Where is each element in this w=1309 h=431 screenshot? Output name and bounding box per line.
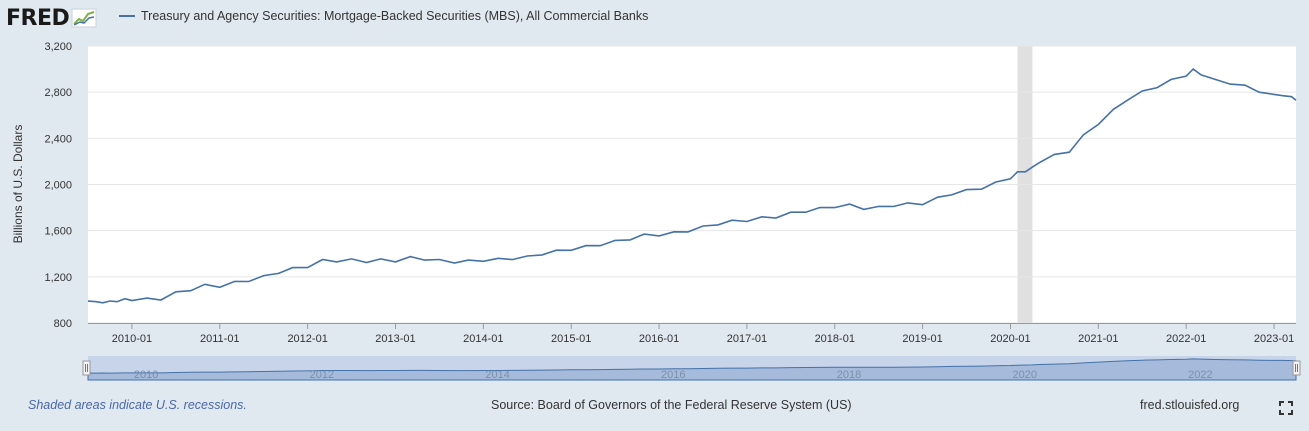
y-tick-label: 2,400	[44, 133, 72, 145]
site-link[interactable]: fred.stlouisfed.org	[1140, 398, 1240, 412]
fullscreen-icon[interactable]	[1279, 401, 1293, 415]
y-tick-label: 800	[54, 318, 72, 330]
x-tick-label: 2022-01	[1166, 333, 1206, 345]
y-axis-title: Billions of U.S. Dollars	[11, 125, 25, 244]
x-axis: 2010-01 2011-01 2012-01 2013-01 2014-01 2015-…	[88, 323, 1296, 345]
y-tick-label: 2,000	[44, 180, 72, 192]
x-tick-label: 2017-01	[727, 333, 767, 345]
navigator-label: 2020	[1012, 369, 1036, 381]
navigator-handle-left[interactable]	[82, 360, 91, 376]
navigator-label: 2010	[134, 369, 158, 381]
y-tick-label: 1,600	[44, 226, 72, 238]
x-tick-label: 2023-01	[1254, 333, 1294, 345]
x-tick-label: 2011-01	[200, 333, 240, 345]
navigator-handle-right[interactable]	[1292, 360, 1301, 376]
legend-label: Treasury and Agency Securities: Mortgage…	[141, 9, 649, 23]
y-tick-label: 1,200	[44, 272, 72, 284]
chart-graph-icon	[71, 8, 97, 28]
x-tick-label: 2019-01	[902, 333, 942, 345]
x-tick-label: 2016-01	[639, 333, 679, 345]
legend[interactable]: Treasury and Agency Securities: Mortgage…	[119, 9, 648, 23]
x-tick-label: 2014-01	[463, 333, 503, 345]
navigator-label: 2014	[485, 369, 509, 381]
y-tick-label: 3,200	[44, 41, 72, 53]
header: FRED	[6, 4, 97, 32]
legend-swatch	[119, 15, 135, 17]
y-axis: 800 1,200 1,600 2,000 2,400 2,800 3,200	[44, 41, 72, 330]
navigator-label: 2016	[661, 369, 685, 381]
x-tick-label: 2012-01	[287, 333, 327, 345]
recession-note: Shaded areas indicate U.S. recessions.	[28, 398, 247, 412]
navigator-labels: 2010 2012 2014 2016 2018 2020 2022	[134, 369, 1213, 381]
x-tick-label: 2010-01	[112, 333, 152, 345]
fred-logo[interactable]: FRED	[6, 6, 97, 31]
navigator-label: 2022	[1188, 369, 1212, 381]
x-tick-label: 2013-01	[375, 333, 415, 345]
navigator[interactable]: 2010 2012 2014 2016 2018 2020 2022	[82, 356, 1301, 381]
x-tick-label: 2021-01	[1078, 333, 1118, 345]
x-tick-label: 2020-01	[990, 333, 1030, 345]
navigator-label: 2018	[837, 369, 861, 381]
series-line[interactable]	[87, 67, 1297, 304]
x-tick-label: 2018-01	[815, 333, 855, 345]
fred-logo-text: FRED	[6, 5, 70, 31]
source-text: Source: Board of Governors of the Federa…	[491, 398, 852, 412]
navigator-label: 2012	[310, 369, 334, 381]
y-tick-label: 2,800	[44, 87, 72, 99]
x-tick-label: 2015-01	[551, 333, 591, 345]
navigator-series-area	[87, 358, 1297, 381]
